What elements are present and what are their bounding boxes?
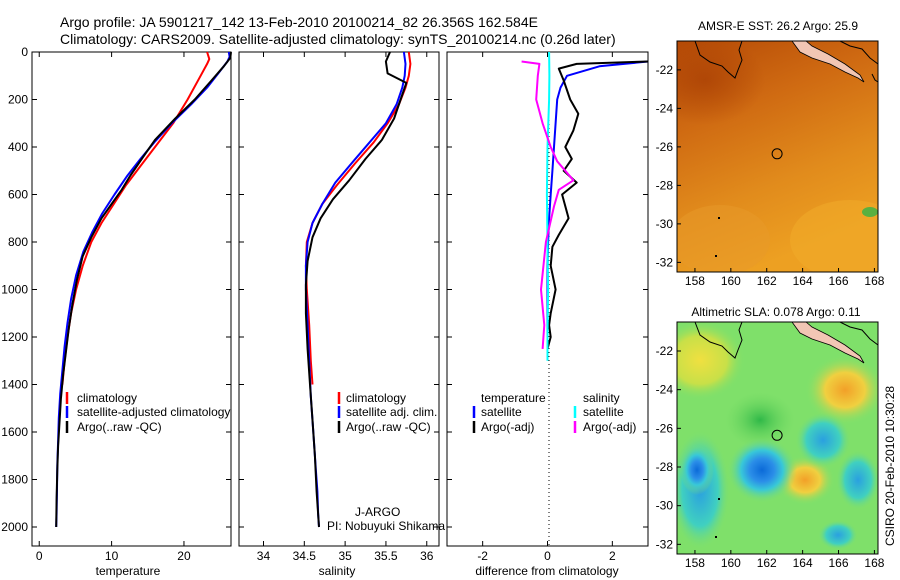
figure-title-line1: Argo profile: JA 5901217_142 13-Feb-2010… — [60, 14, 538, 30]
difference-series-line — [546, 60, 649, 350]
sst-map-lon-label: 162 — [757, 274, 777, 288]
legend-label-argo: Argo(..raw -QC) — [77, 420, 162, 434]
salinity-xtick-label: 34.5 — [293, 549, 317, 563]
legend-label-satellite-adj: satellite adj. clim. — [346, 405, 437, 419]
salinity-legend: climatology satellite adj. clim. Argo(..… — [337, 391, 437, 434]
depth-tick-label: 1000 — [1, 283, 28, 297]
salinity-xtick-label: 35.5 — [374, 549, 398, 563]
temperature-series-line — [61, 51, 211, 385]
sla-map-lon-label: 160 — [721, 556, 741, 570]
sst-map-title: AMSR-E SST: 26.2 Argo: 25.9 — [698, 19, 858, 33]
legend-label-temp-argo: Argo(-adj) — [481, 420, 534, 434]
sla-map-lon-label: 162 — [757, 556, 777, 570]
sst-argo-location-marker — [771, 148, 783, 160]
depth-tick-label: 2000 — [1, 520, 28, 534]
temperature-series-line — [55, 51, 231, 528]
difference-xtick-label: 2 — [609, 549, 616, 563]
legend-label-temp-satellite: satellite — [481, 405, 522, 419]
sst-map-lat-label: -24 — [656, 101, 674, 115]
legend-heading-salinity: salinity — [583, 391, 620, 405]
legend-label-satellite-adjusted: satellite-adjusted climatology — [77, 405, 230, 419]
depth-tick-label: 400 — [8, 140, 28, 154]
sst-map-panel: AMSR-E SST: 26.2 Argo: 25.9 158 160 162 164… — [656, 19, 885, 288]
sla-map-lon-label: 166 — [829, 556, 849, 570]
sla-map-panel: Altimetric SLA: 0.078 Argo: 0.11 158 160 1… — [656, 305, 885, 570]
difference-xlabel: difference from climatology — [475, 564, 618, 578]
temperature-legend: climatology satellite-adjusted climatolo… — [65, 391, 230, 434]
sla-map-lat-label: -30 — [656, 499, 674, 513]
difference-series — [521, 51, 649, 361]
sst-map-lon-label: 158 — [685, 274, 705, 288]
annotation-pi: PI: Nobuyuki Shikama — [327, 519, 445, 533]
legend-label-sal-satellite: satellite — [583, 405, 624, 419]
temperature-xtick-label: 0 — [36, 549, 43, 563]
difference-legend: temperature satellite Argo(-adj) salinit… — [472, 391, 636, 434]
sst-map-lat-label: -26 — [656, 140, 674, 154]
sla-map-frame — [676, 321, 879, 555]
depth-tick-label: 600 — [8, 188, 28, 202]
difference-series-line — [546, 60, 649, 349]
sst-heatmap — [677, 41, 878, 272]
difference-xtick-label: 0 — [544, 549, 551, 563]
salinity-series-line — [304, 51, 408, 528]
depth-tick-label: 0 — [21, 45, 28, 59]
difference-series-line — [545, 51, 551, 361]
difference-panel: -2 0 2 difference from climatology tempera… — [446, 51, 649, 578]
depth-tick-label: 1600 — [1, 425, 28, 439]
depth-tick-label: 800 — [8, 235, 28, 249]
sst-map-lat-label: -22 — [656, 63, 674, 77]
sst-map-lon-label: 164 — [793, 274, 813, 288]
annotation-program: J-ARGO — [355, 505, 400, 519]
salinity-panel: 34 34.5 35 35.5 36 salinity climatology sate… — [238, 51, 445, 578]
sla-map-lat-label: -22 — [656, 344, 674, 358]
salinity-xtick-label: 34 — [257, 549, 271, 563]
temperature-xlabel: temperature — [96, 564, 161, 578]
sla-map-lon-label: 164 — [793, 556, 813, 570]
sla-map-lat-label: -32 — [656, 537, 674, 551]
salinity-xlabel: salinity — [319, 564, 356, 578]
sst-map-lat-label: -28 — [656, 178, 674, 192]
legend-label-climatology: climatology — [77, 391, 137, 405]
temperature-series-line — [55, 51, 232, 528]
temperature-xtick-label: 10 — [105, 549, 119, 563]
temperature-panel: 0 10 2002004006008001000120014001600180020… — [1, 45, 232, 578]
sst-map-frame — [676, 40, 879, 273]
sla-argo-location-marker — [771, 429, 783, 441]
depth-tick-label: 1800 — [1, 473, 28, 487]
difference-series-line — [521, 60, 575, 349]
difference-xtick-label: -2 — [477, 549, 488, 563]
sst-map-lon-label: 168 — [864, 274, 884, 288]
depth-tick-label: 1400 — [1, 378, 28, 392]
sla-heatmap — [677, 322, 878, 554]
sla-map-lon-label: 168 — [864, 556, 884, 570]
depth-tick-label: 200 — [8, 93, 28, 107]
sla-map-lat-label: -28 — [656, 460, 674, 474]
legend-label-argo: Argo(..raw -QC) — [346, 420, 431, 434]
depth-tick-label: 1200 — [1, 330, 28, 344]
salinity-xtick-label: 35 — [338, 549, 352, 563]
sla-map-lat-label: -24 — [656, 383, 674, 397]
legend-heading-temperature: temperature — [481, 391, 546, 405]
temperature-series — [55, 51, 232, 528]
figure-title-line2: Climatology: CARS2009. Satellite-adjuste… — [60, 31, 616, 47]
temperature-xtick-label: 20 — [177, 549, 191, 563]
csiro-timestamp-label: CSIRO 20-Feb-2010 10:30:28 — [883, 386, 897, 546]
salinity-axes-frame — [238, 51, 440, 547]
sst-map-lat-label: -30 — [656, 217, 674, 231]
sst-map-lon-label: 160 — [721, 274, 741, 288]
sla-map-lon-label: 158 — [685, 556, 705, 570]
temperature-axes-frame — [31, 51, 232, 547]
salinity-xtick-label: 36 — [420, 549, 434, 563]
sla-map-title: Altimetric SLA: 0.078 Argo: 0.11 — [691, 305, 861, 319]
sst-map-lon-label: 166 — [829, 274, 849, 288]
sst-map-lat-label: -32 — [656, 255, 674, 269]
legend-label-climatology: climatology — [346, 391, 406, 405]
salinity-series — [304, 51, 412, 528]
sla-map-lat-label: -26 — [656, 421, 674, 435]
legend-label-sal-argo: Argo(-adj) — [583, 420, 636, 434]
